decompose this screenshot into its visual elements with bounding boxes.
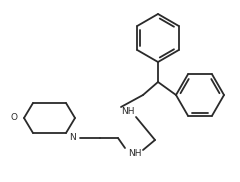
- Text: NH: NH: [121, 108, 135, 116]
- Text: NH: NH: [128, 149, 142, 157]
- Text: O: O: [11, 114, 18, 122]
- Text: N: N: [69, 134, 75, 143]
